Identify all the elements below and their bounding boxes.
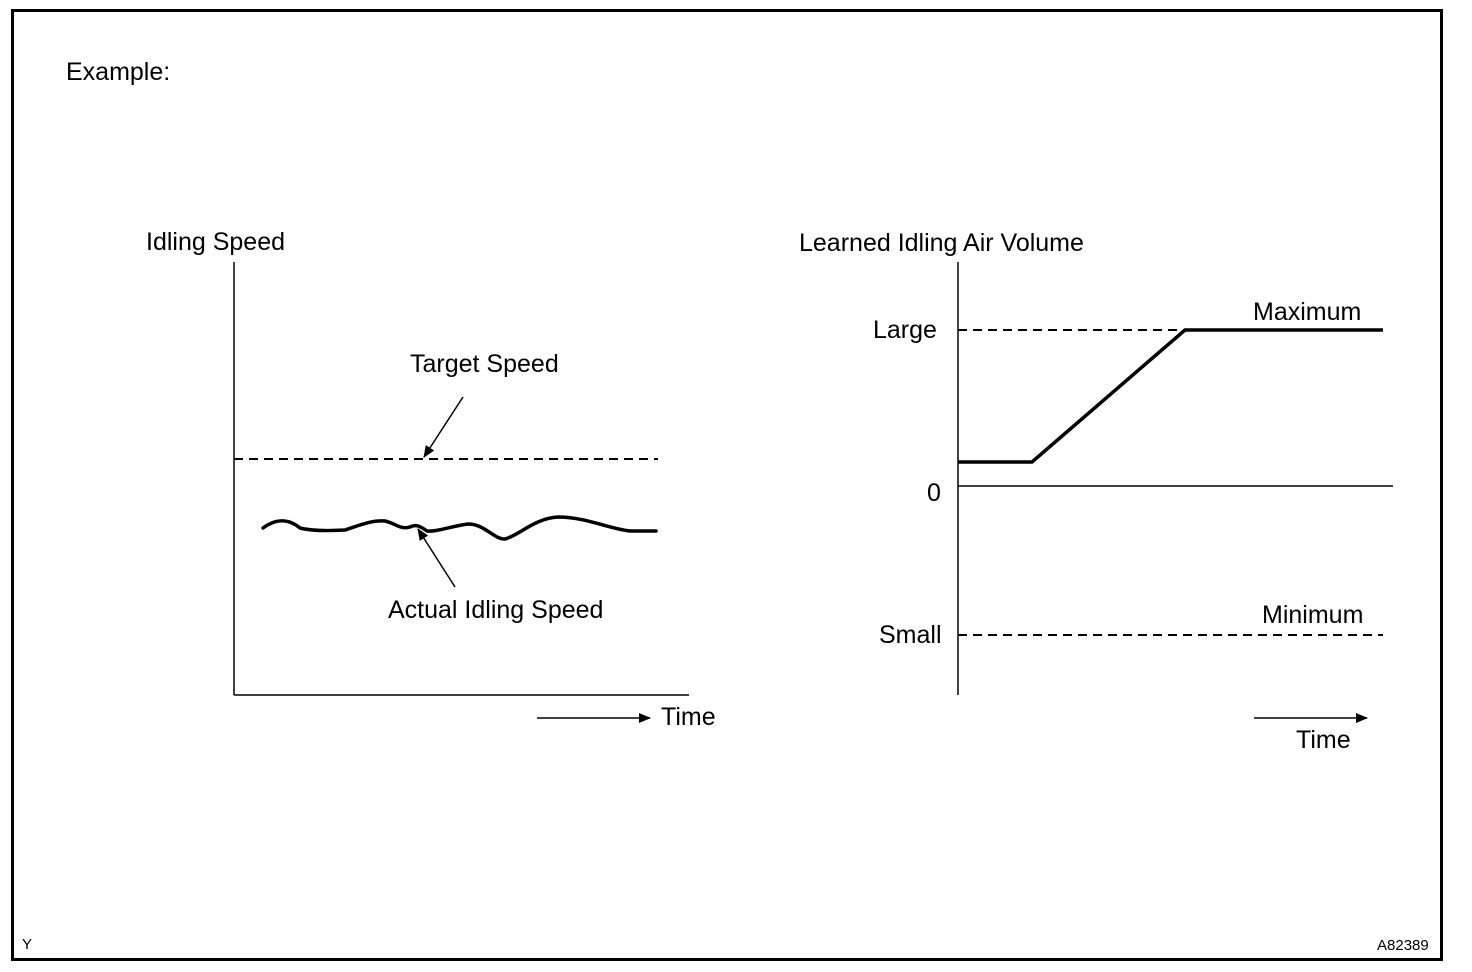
- example-heading: Example:: [66, 58, 171, 86]
- actual-idling-speed-curve: [261, 515, 658, 541]
- right-x-axis-label: Time: [1296, 726, 1351, 754]
- left-x-axis-label: Time: [661, 703, 716, 731]
- actual-speed-pointer: [417, 528, 456, 588]
- target-speed-pointer: [423, 396, 464, 458]
- left-y-axis-label: Idling Speed: [146, 228, 286, 256]
- minimum-label: Minimum: [1262, 601, 1364, 629]
- footer-code: Y: [22, 936, 33, 953]
- target-speed-label: Target Speed: [410, 350, 559, 378]
- learned-air-volume-line: [958, 328, 1383, 464]
- right-y-axis-label: Learned Idling Air Volume: [799, 229, 1084, 257]
- maximum-label: Maximum: [1253, 298, 1362, 326]
- level-small-label: Small: [879, 621, 942, 649]
- level-zero-label: 0: [927, 479, 941, 507]
- level-large-label: Large: [873, 316, 937, 344]
- actual-idling-speed-label: Actual Idling Speed: [388, 596, 604, 624]
- diagram-frame: [11, 9, 1443, 961]
- figure-id: A82389: [1377, 937, 1429, 954]
